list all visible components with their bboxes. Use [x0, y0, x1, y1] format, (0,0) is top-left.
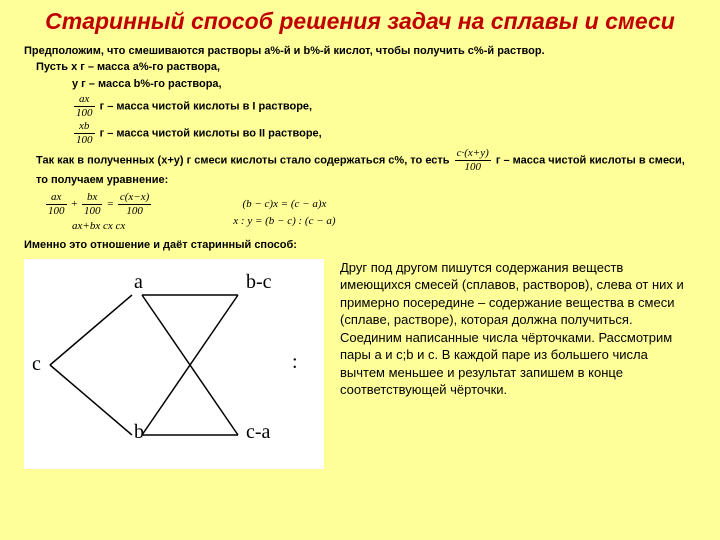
frac-ax: ax 100 [74, 94, 95, 119]
page-title: Старинный способ решения задач на сплавы… [24, 8, 696, 36]
mass1-text: г – масса чистой кислоты в I растворе, [100, 101, 313, 113]
mass2-text: г – масса чистой кислоты во II растворе, [100, 128, 322, 140]
body-text: Предположим, что смешиваются растворы a%… [24, 44, 696, 253]
equation-block: ax100 + bx100 = c(x−x)100 ax+bx cx cx (b… [44, 192, 696, 234]
frac-cxy: c·(x+y) 100 [455, 148, 491, 173]
label-bc: b-c [246, 271, 272, 294]
slide: Старинный способ решения задач на сплавы… [0, 0, 720, 540]
diagram-svg [24, 259, 324, 469]
frac-xb: xb 100 [74, 121, 95, 146]
let-y: y г – масса b%-го раствора, [72, 78, 222, 90]
label-ca: c-a [246, 421, 270, 444]
label-b: b [134, 421, 144, 444]
equation-left: ax100 + bx100 = c(x−x)100 ax+bx cx cx [44, 192, 153, 234]
explanation-text: Друг под другом пишутся содержания вещес… [340, 259, 696, 469]
label-colon: : [292, 351, 298, 374]
label-a: a [134, 271, 143, 294]
cross-diagram: a b c b-c c-a : [24, 259, 324, 469]
label-c: c [32, 353, 41, 376]
intro-line: Предположим, что смешиваются растворы a%… [24, 45, 545, 57]
ratio-lead: Именно это отношение и даёт старинный сп… [24, 239, 297, 251]
lower-row: a b c b-c c-a : Друг под другом пишутся … [24, 259, 696, 469]
let-x: Пусть x г – масса a%-го раствора, [36, 61, 220, 73]
equation-right: (b − c)x = (c − a)x x : y = (b − c) : (c… [233, 197, 335, 229]
since-pre: Так как в полученных (x+y) г смеси кисло… [36, 155, 453, 167]
